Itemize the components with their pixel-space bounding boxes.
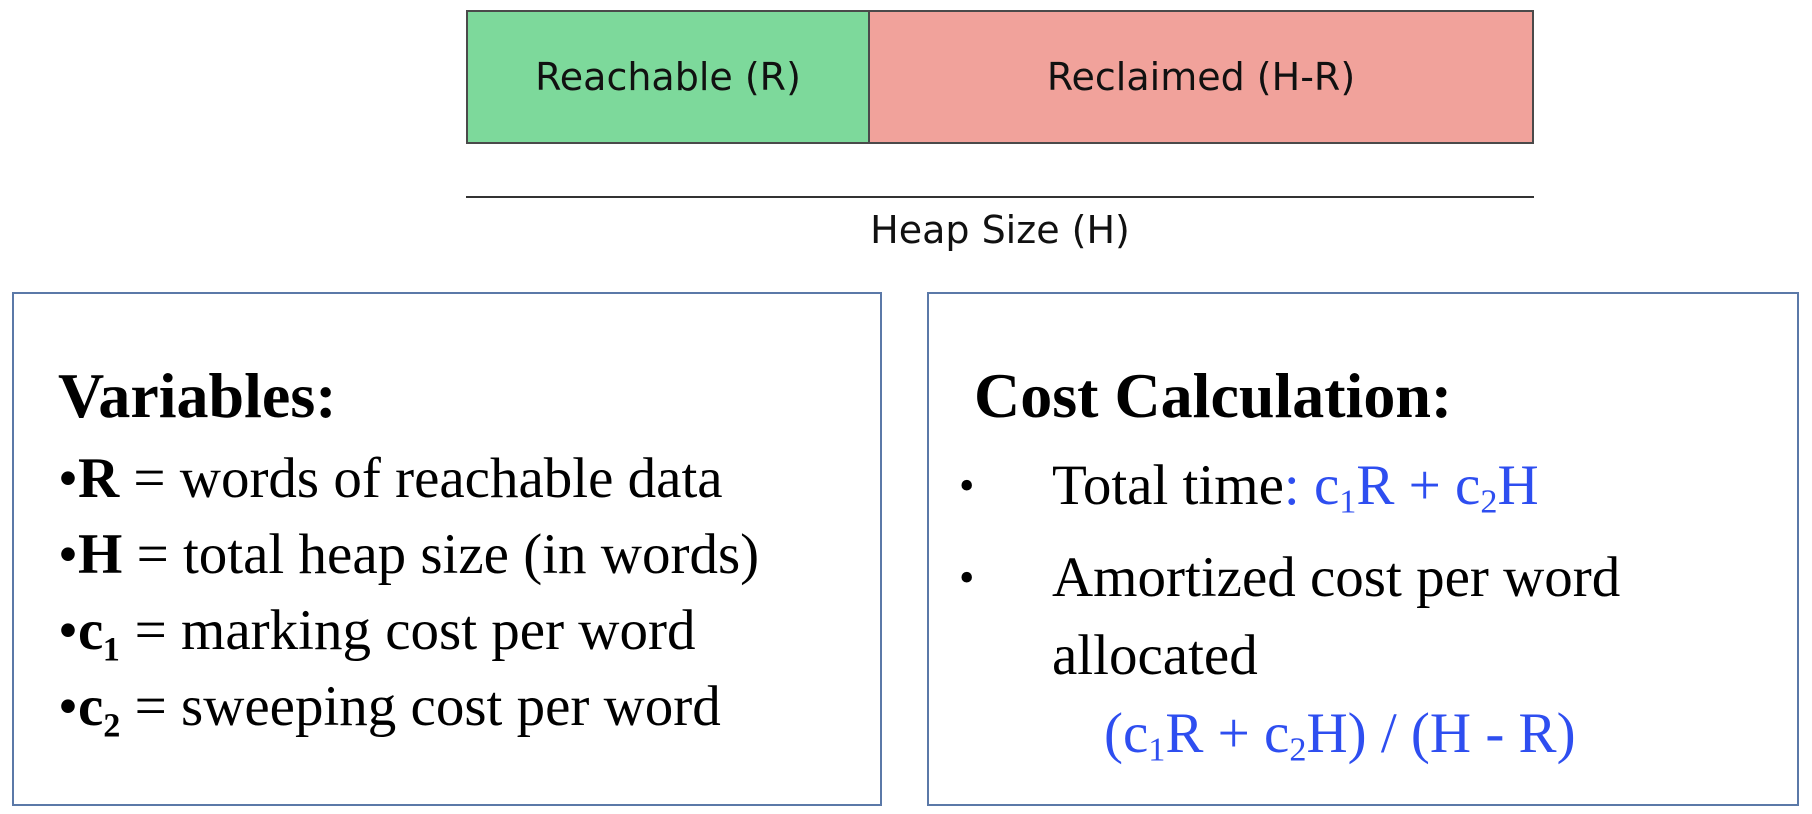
bullet: • — [58, 447, 78, 510]
cost-list: • Total time: c1R + c2H • Amortized cost… — [959, 447, 1620, 773]
bullet: • — [58, 599, 78, 662]
amortized-line-2: allocated — [1052, 624, 1258, 687]
bullet: • — [959, 553, 975, 602]
variable-item-r: •R = words of reachable data — [58, 441, 759, 517]
cost-calculation-title: Cost Calculation: — [974, 360, 1453, 431]
variable-item-c1: •c₁ = marking cost per word — [58, 593, 759, 669]
variable-symbol: c₁ — [77, 599, 121, 662]
variable-symbol: c₂ — [77, 675, 121, 738]
variable-item-c2: •c₂ = sweeping cost per word — [58, 669, 759, 745]
variables-title: Variables: — [58, 360, 337, 431]
total-time-label: Total time — [1052, 454, 1284, 517]
total-time-formula: : c1R + c2H — [1283, 454, 1539, 521]
amortized-cost-item: • Amortized cost per word allocated — [959, 539, 1620, 695]
bullet: • — [58, 675, 78, 738]
amortized-formula: (c1R + c2H) / (H - R) — [1104, 702, 1576, 769]
variable-definition: = marking cost per word — [120, 599, 696, 662]
variable-symbol: H — [77, 523, 123, 586]
reachable-segment: Reachable (R) — [468, 12, 870, 142]
variable-definition: = total heap size (in words) — [122, 523, 760, 586]
heap-bar: Reachable (R) Reclaimed (H-R) — [466, 10, 1534, 144]
variables-panel: Variables: •R = words of reachable data … — [12, 292, 882, 806]
bullet: • — [58, 523, 78, 586]
reclaimed-segment: Reclaimed (H-R) — [870, 12, 1532, 142]
amortized-line-1: Amortized cost per word — [1052, 546, 1621, 609]
variable-definition: = words of reachable data — [119, 447, 723, 510]
variable-definition: = sweeping cost per word — [120, 675, 721, 738]
variables-list: •R = words of reachable data •H = total … — [58, 441, 759, 745]
heap-size-label: Heap Size (H) — [870, 208, 1130, 252]
bullet: • — [959, 461, 975, 510]
variable-item-h: •H = total heap size (in words) — [58, 517, 759, 593]
heap-size-line — [466, 196, 1534, 198]
variable-symbol: R — [77, 447, 120, 510]
total-time-item: • Total time: c1R + c2H — [959, 447, 1620, 525]
cost-calculation-panel: Cost Calculation: • Total time: c1R + c2… — [927, 292, 1799, 806]
